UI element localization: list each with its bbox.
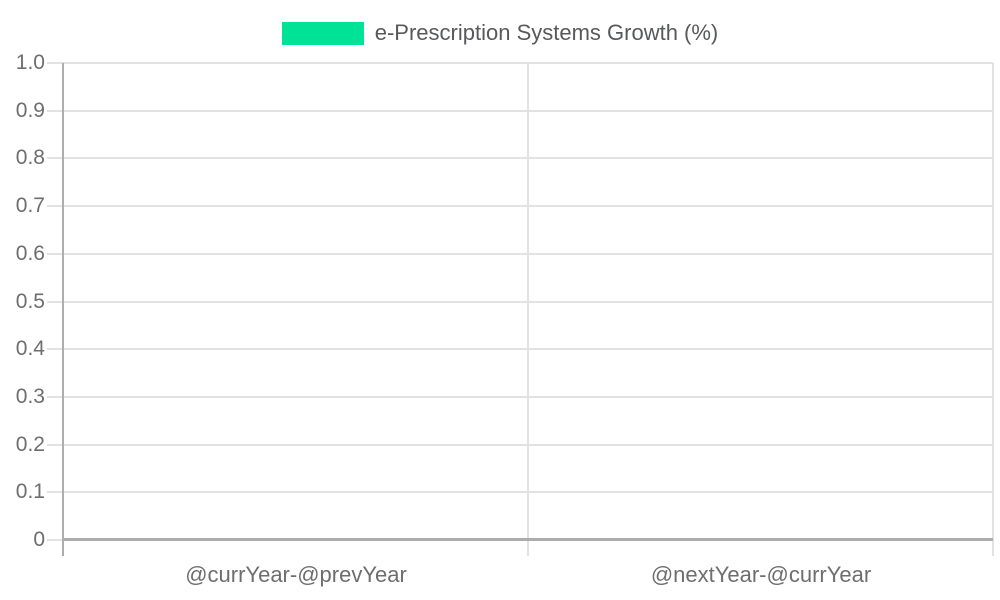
- legend-label: e-Prescription Systems Growth (%): [374, 20, 719, 45]
- y-gridline: [47, 444, 993, 446]
- y-tick-label: 0.2: [15, 433, 45, 456]
- chart-legend: e-Prescription Systems Growth (%): [0, 20, 1000, 46]
- x-category-label: @nextYear-@currYear: [650, 562, 872, 587]
- x-axis-line: [63, 538, 993, 541]
- y-axis-line: [62, 63, 64, 556]
- y-gridline: [47, 62, 993, 64]
- y-tick-label: 1.0: [15, 51, 45, 74]
- y-tick-label: 0.5: [15, 290, 45, 313]
- y-tick-label: 0.7: [15, 194, 45, 217]
- y-gridline: [47, 110, 993, 112]
- y-tick-label: 0.6: [15, 242, 45, 265]
- y-gridline: [47, 348, 993, 350]
- y-gridline: [47, 491, 993, 493]
- y-gridline: [47, 157, 993, 159]
- y-tick-label: 0: [33, 528, 45, 551]
- legend-swatch-icon: [281, 21, 364, 45]
- y-gridline: [47, 301, 993, 303]
- x-gridline: [527, 63, 529, 556]
- y-tick-label: 0.9: [15, 99, 45, 122]
- x-category-label: @currYear-@prevYear: [185, 562, 407, 587]
- y-gridline: [47, 396, 993, 398]
- legend-item[interactable]: e-Prescription Systems Growth (%): [281, 20, 719, 46]
- y-tick-label: 0.3: [15, 385, 45, 408]
- y-gridline: [47, 205, 993, 207]
- y-gridline: [47, 253, 993, 255]
- y-tick-label: 0.1: [15, 480, 45, 503]
- y-tick-label: 0.8: [15, 146, 45, 169]
- y-tick-label: 0.4: [15, 337, 45, 360]
- x-gridline: [992, 63, 994, 556]
